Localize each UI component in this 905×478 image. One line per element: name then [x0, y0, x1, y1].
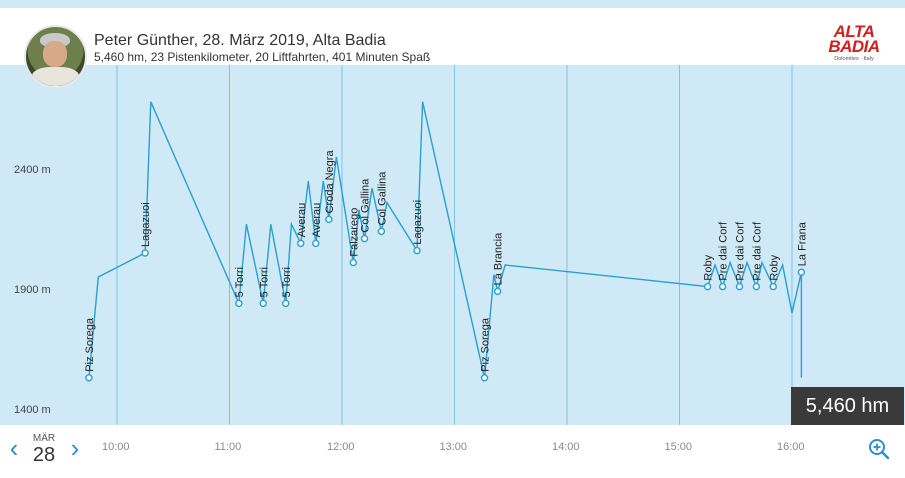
previous-day-button[interactable]: ‹ [9, 433, 19, 463]
station-label: Roby [703, 254, 715, 280]
station-label: Pre dai Corf [718, 221, 730, 281]
logo-line-2: BADIA [828, 37, 880, 56]
station-label: Croda Negra [324, 150, 336, 214]
time-tick-label: 10:00 [102, 441, 130, 453]
station-marker [297, 239, 305, 248]
zoom-in-icon[interactable] [868, 438, 890, 460]
station-marker [377, 227, 386, 236]
station-marker [413, 246, 421, 255]
station-label: Lagazuoi [412, 200, 424, 245]
time-tick-label: 11:00 [214, 441, 242, 453]
station-marker [85, 374, 93, 382]
alta-badia-logo: ALTA BADIA Dolomites · Italy [826, 22, 882, 66]
time-tick-label: 14:00 [552, 441, 580, 453]
station-marker [735, 282, 744, 291]
station-label: La Brancia [493, 232, 505, 285]
elevation-total-badge: 5,460 hm [791, 387, 904, 425]
header: Peter Günther, 28. März 2019, Alta Badia… [0, 8, 905, 65]
page-title: Peter Günther, 28. März 2019, Alta Badia [94, 32, 386, 49]
station-label: Falzarego [348, 208, 360, 257]
station-marker [259, 299, 267, 308]
station-marker [769, 282, 777, 291]
station-label: Piz Sorega [84, 317, 96, 372]
station-marker [797, 268, 806, 276]
station-label: 5 Torri [281, 267, 293, 297]
station-marker [349, 258, 357, 267]
logo-line-3: Dolomites · Italy [834, 56, 874, 62]
station-marker [235, 299, 243, 308]
avatar [24, 25, 87, 88]
station-marker [480, 374, 489, 382]
station-label: Col Gallina [360, 178, 372, 233]
station-marker [718, 282, 727, 291]
time-tick-label: 12:00 [327, 441, 355, 453]
station-marker [360, 234, 369, 243]
station-marker [493, 287, 502, 296]
station-label: Col Gallina [376, 171, 388, 226]
altitude-chart: 2400 m 1900 m 1400 m Piz Sorega Lagazuoi 5 T… [0, 65, 905, 425]
station-marker [703, 282, 712, 291]
station-label: Averau [296, 203, 308, 238]
date-day: 28 [32, 444, 56, 466]
station-label: Pre dai Corf [751, 221, 763, 281]
station-label: Lagazuoi [140, 202, 152, 247]
station-label: La Frana [796, 221, 808, 266]
date-month: MÄR [32, 433, 56, 444]
station-label: Roby [768, 254, 780, 280]
y-tick-label: 1400 m [14, 404, 51, 416]
time-tick-label: 13:00 [439, 441, 468, 453]
station-marker [325, 215, 333, 224]
station-marker [141, 249, 149, 257]
time-tick-label: 15:00 [664, 441, 693, 453]
top-strip [0, 0, 905, 8]
chart-background [0, 65, 905, 425]
station-marker [312, 239, 320, 248]
station-marker [752, 282, 761, 291]
y-tick-label: 1900 m [14, 284, 51, 296]
station-label: 5 Torri [258, 267, 270, 297]
station-label: Averau [311, 203, 323, 238]
y-tick-label: 2400 m [14, 164, 51, 176]
station-label: Pre dai Corf [735, 221, 747, 281]
logo-line-1: ALTA [833, 22, 875, 41]
timeline-footer [0, 425, 905, 478]
station-label: 5 Torri [234, 267, 246, 297]
station-label: Piz Sorega [480, 317, 492, 372]
next-day-button[interactable]: › [70, 433, 80, 463]
summary-stats: 5,460 hm, 23 Pistenkilometer, 20 Liftfah… [94, 50, 431, 64]
time-tick-label: 16:00 [777, 441, 805, 453]
station-marker [282, 299, 290, 308]
